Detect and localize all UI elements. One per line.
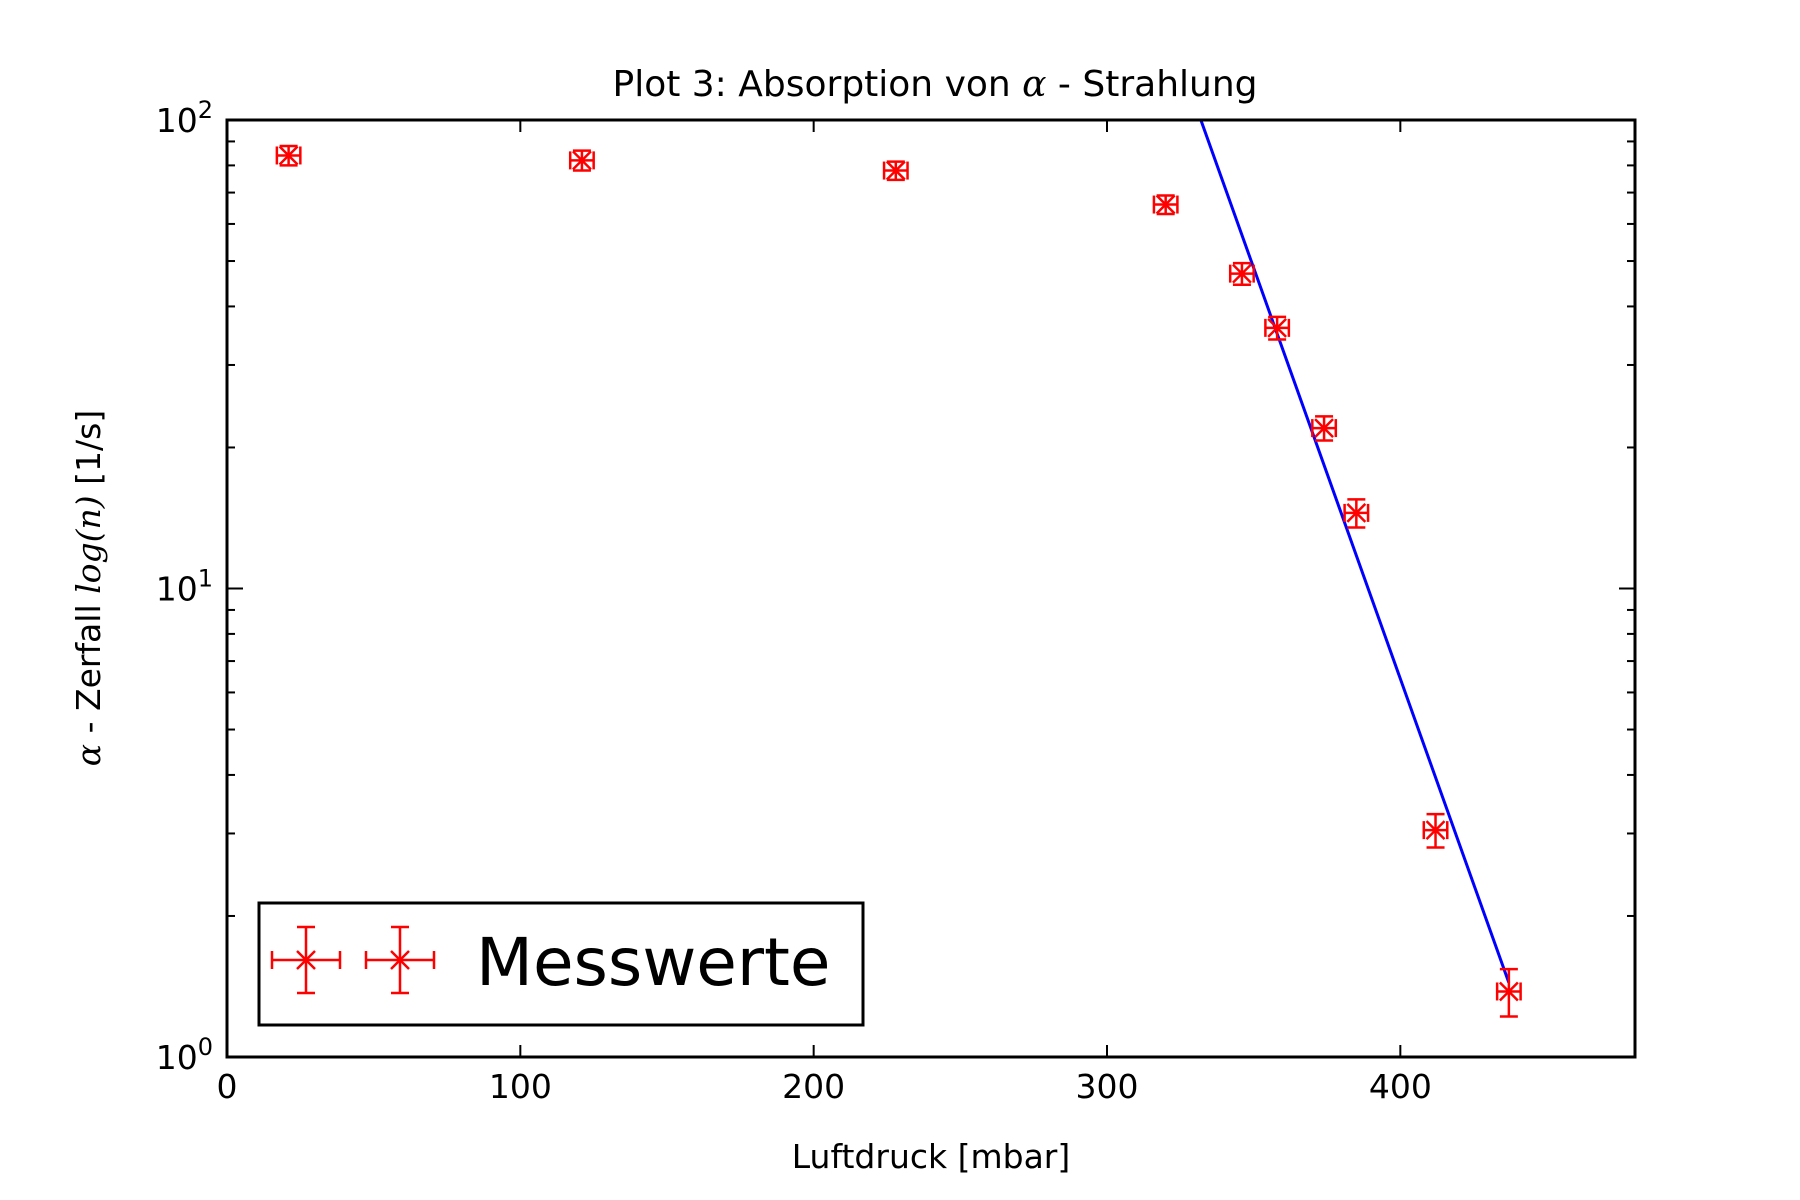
- x-marker: [390, 950, 410, 970]
- chart-title: Plot 3: Absorption von α - Strahlung: [612, 64, 1257, 105]
- legend-label: Messwerte: [476, 924, 831, 1001]
- data-point: [1495, 967, 1522, 1018]
- x-marker: [1346, 503, 1367, 523]
- x-marker: [1267, 317, 1288, 338]
- data-point: [1228, 261, 1255, 286]
- y-tick-labels: 100 101 102: [156, 96, 213, 1077]
- x-tick-label: 300: [1076, 1067, 1139, 1106]
- x-marker: [1314, 418, 1334, 438]
- data-points-layer: [275, 144, 1522, 1018]
- x-tick-label: 100: [489, 1067, 552, 1106]
- plot-frame: [225, 118, 1637, 1059]
- x-marker: [572, 150, 592, 171]
- data-point: [1152, 194, 1179, 216]
- x-marker: [885, 160, 906, 181]
- x-tick-label: 400: [1369, 1067, 1432, 1106]
- x-tick-label: 0: [217, 1067, 238, 1106]
- data-point: [1422, 812, 1449, 849]
- x-marker: [296, 950, 316, 970]
- legend-marker-symbol: [364, 925, 436, 995]
- x-marker: [1155, 194, 1176, 215]
- legend-marker: [270, 925, 436, 995]
- x-marker: [1232, 263, 1252, 284]
- x-marker: [278, 145, 299, 166]
- data-point: [1311, 415, 1338, 442]
- data-point: [882, 160, 909, 182]
- x-marker: [1425, 820, 1446, 840]
- fit-line-layer: [1199, 119, 1511, 984]
- plot-area: [227, 120, 1635, 1057]
- legend-marker-symbol: [270, 925, 342, 995]
- x-marker: [1498, 981, 1519, 1002]
- y-tick-label: 101: [156, 565, 213, 609]
- legend-box: [257, 901, 865, 1027]
- x-tick-labels: 0 100 200 300 400: [217, 1067, 1432, 1106]
- data-point: [1343, 498, 1370, 529]
- data-point: [275, 144, 302, 167]
- x-tick-label: 200: [782, 1067, 845, 1106]
- data-point: [568, 149, 595, 172]
- x-axis-label: Luftdruck [mbar]: [792, 1137, 1071, 1176]
- y-axis-label: α - Zerfall log(n) [1/s]: [69, 410, 108, 766]
- y-tick-label: 102: [156, 96, 213, 140]
- y-tick-label: 100: [156, 1033, 213, 1077]
- data-point: [1264, 315, 1291, 341]
- legend: Messwerte: [257, 901, 865, 1027]
- fit-line: [1199, 119, 1511, 984]
